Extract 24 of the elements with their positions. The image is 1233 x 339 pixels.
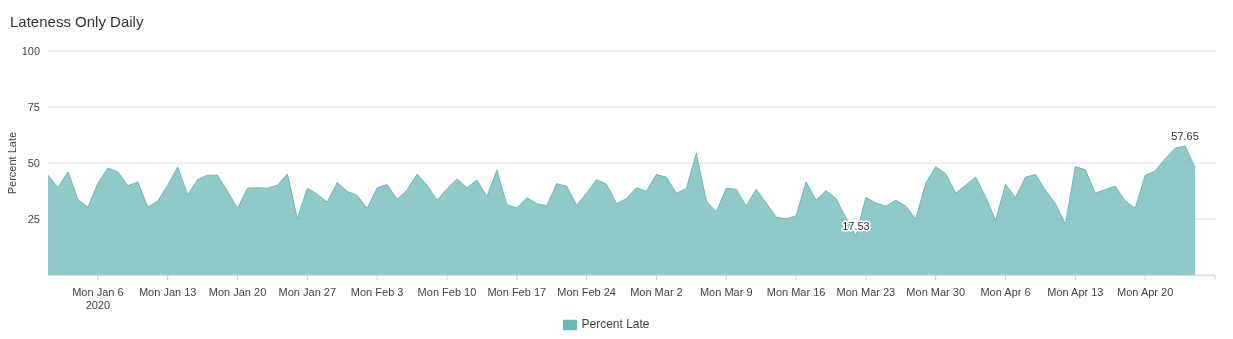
x-tick-label: Mon Mar 2 <box>630 286 683 299</box>
x-tick-label: Mon Apr 13 <box>1047 286 1104 299</box>
x-tick-label: Mon Jan 6 2020 <box>72 286 124 312</box>
x-tick-label: Mon Feb 3 <box>350 286 404 299</box>
x-tick-label: Mon Jan 27 <box>278 286 337 299</box>
legend-label: Percent Late <box>581 317 650 332</box>
x-tick-label: Mon Mar 16 <box>766 286 826 299</box>
x-tick-label: Mon Jan 20 <box>208 286 267 299</box>
x-tick-label: Mon Feb 17 <box>487 286 547 299</box>
x-tick-label: Mon Apr 20 <box>1117 286 1174 299</box>
y-tick-label: 75 <box>27 100 40 113</box>
y-tick-label: 50 <box>27 156 40 169</box>
x-tick-label: Mon Jan 13 <box>138 286 197 299</box>
x-tick-label: Mon Feb 10 <box>417 286 477 299</box>
chart-title: Lateness Only Daily <box>9 12 145 32</box>
data-label: 57.65 <box>1171 129 1199 142</box>
x-tick-label: Mon Mar 9 <box>699 286 753 299</box>
x-tick-label: Mon Apr 6 <box>980 286 1031 299</box>
x-tick-label: Mon Mar 30 <box>906 286 966 299</box>
y-axis-title: Percent Late <box>5 131 18 195</box>
y-tick-label: 100 <box>21 44 40 57</box>
x-tick-label: Mon Feb 24 <box>557 286 616 299</box>
x-tick-label: Mon Mar 23 <box>836 286 896 299</box>
y-tick-label: 25 <box>27 213 40 226</box>
